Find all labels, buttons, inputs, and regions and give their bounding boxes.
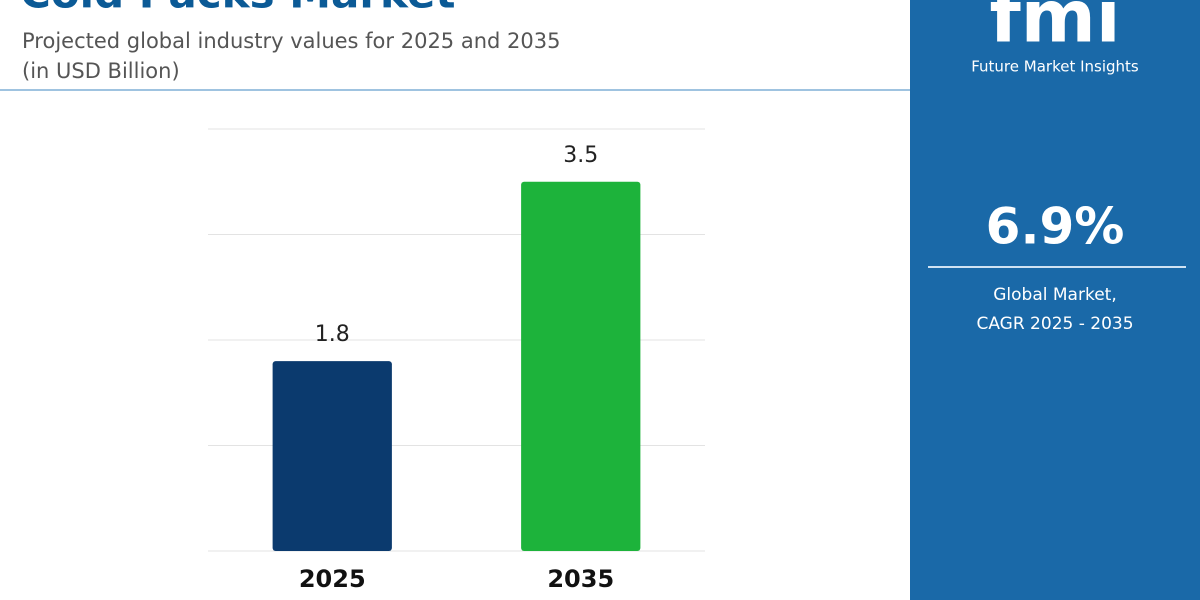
chart-subtitle: (in USD Billion) bbox=[22, 59, 180, 83]
bar bbox=[521, 181, 641, 551]
sidebar-panel bbox=[910, 0, 1200, 600]
chart-title: Cold Packs Market bbox=[20, 0, 455, 18]
bar bbox=[272, 361, 392, 551]
value-label: 3.5 bbox=[563, 143, 598, 168]
value-label: 1.8 bbox=[315, 322, 350, 347]
cagr-label: CAGR 2025 - 2035 bbox=[976, 314, 1133, 334]
x-tick-label: 2025 bbox=[299, 565, 366, 593]
cagr-label: Global Market, bbox=[993, 285, 1116, 305]
brand-name: Future Market Insights bbox=[971, 58, 1139, 76]
logo: fmi bbox=[989, 0, 1120, 59]
chart-subtitle: Projected global industry values for 202… bbox=[22, 29, 560, 53]
x-tick-label: 2035 bbox=[547, 565, 614, 593]
cagr-value: 6.9% bbox=[986, 198, 1125, 256]
